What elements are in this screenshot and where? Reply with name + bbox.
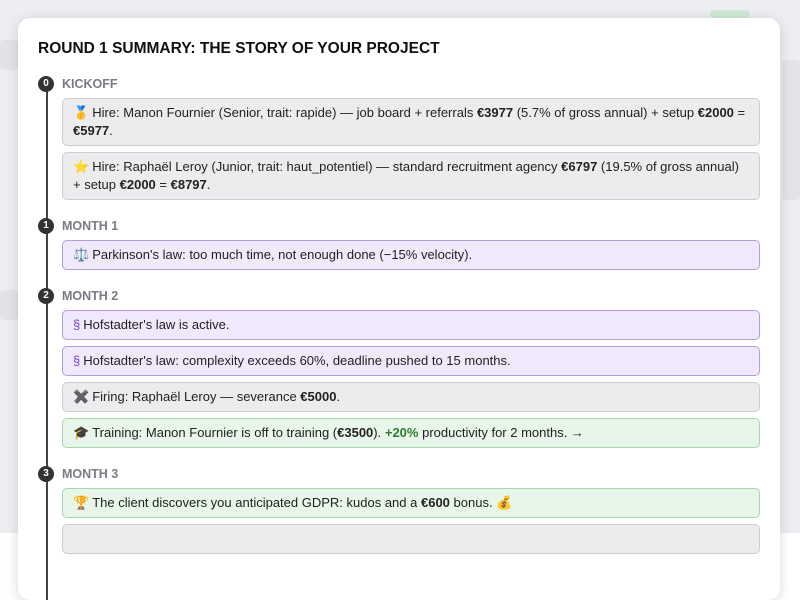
event-text: €5000 xyxy=(300,389,336,404)
event-card: §Hofstadter's law: complexity exceeds 60… xyxy=(62,346,760,376)
step-number: 0 xyxy=(38,76,54,92)
event-text: Hofstadter's law is active. xyxy=(83,317,229,332)
event-icon: § xyxy=(73,317,80,332)
event-text: (5.7% of gross annual) + setup xyxy=(513,105,698,120)
event-text: = xyxy=(734,105,745,120)
section-label: MONTH 2 xyxy=(62,289,118,303)
event-icon: § xyxy=(73,353,80,368)
event-icon: 🎓 xyxy=(73,425,89,440)
event-text: Hire: Raphaël Leroy (Junior, trait: haut… xyxy=(92,159,561,174)
timeline-line xyxy=(46,84,48,600)
ghost-panel xyxy=(782,60,800,200)
event-card: ⭐Hire: Raphaël Leroy (Junior, trait: hau… xyxy=(62,152,760,200)
event-icon: 🏆 xyxy=(73,495,89,510)
ghost-panel xyxy=(0,290,18,320)
event-card: ✖️Firing: Raphaël Leroy — severance €500… xyxy=(62,382,760,412)
step-number: 2 xyxy=(38,288,54,304)
event-card: 🥇Hire: Manon Fournier (Senior, trait: ra… xyxy=(62,98,760,146)
event-text: €5977 xyxy=(73,123,109,138)
event-icon: ✖️ xyxy=(73,389,89,404)
event-text: = xyxy=(156,177,171,192)
event-text: . xyxy=(109,123,113,138)
event-card: ⚖️Parkinson's law: too much time, not en… xyxy=(62,240,760,270)
section-label: MONTH 3 xyxy=(62,467,118,481)
event-card: 🏆The client discovers you anticipated GD… xyxy=(62,488,760,518)
event-text: . xyxy=(336,389,340,404)
event-text: €6797 xyxy=(561,159,597,174)
event-text: The client discovers you anticipated GDP… xyxy=(92,495,421,510)
event-icon: ⭐ xyxy=(73,159,89,174)
event-text: €3500 xyxy=(337,425,373,440)
step-number: 1 xyxy=(38,218,54,234)
event-icon: 🥇 xyxy=(73,105,89,120)
page: ROUND 1 SUMMARY: THE STORY OF YOUR PROJE… xyxy=(0,0,800,533)
summary-dialog: ROUND 1 SUMMARY: THE STORY OF YOUR PROJE… xyxy=(18,18,780,600)
event-card: §Hofstadter's law is active. xyxy=(62,310,760,340)
event-text: €2000 xyxy=(120,177,156,192)
event-text: €2000 xyxy=(698,105,734,120)
event-text: +20% xyxy=(385,425,419,440)
event-text: productivity for 2 months. → xyxy=(418,425,583,440)
event-text: Training: Manon Fournier is off to train… xyxy=(92,425,337,440)
event-text: Hofstadter's law: complexity exceeds 60%… xyxy=(83,353,510,368)
event-card-cut-off xyxy=(62,524,760,554)
event-text: €3977 xyxy=(477,105,513,120)
event-text: bonus. 💰 xyxy=(450,495,512,510)
event-text: Hire: Manon Fournier (Senior, trait: rap… xyxy=(92,105,477,120)
event-text: . xyxy=(207,177,211,192)
dialog-title: ROUND 1 SUMMARY: THE STORY OF YOUR PROJE… xyxy=(38,40,760,58)
ghost-panel xyxy=(0,40,18,70)
event-text: Firing: Raphaël Leroy — severance xyxy=(92,389,300,404)
event-icon: ⚖️ xyxy=(73,247,89,262)
event-card: 🎓Training: Manon Fournier is off to trai… xyxy=(62,418,760,448)
step-number: 3 xyxy=(38,466,54,482)
event-text: €8797 xyxy=(171,177,207,192)
section-label: MONTH 1 xyxy=(62,219,118,233)
event-text: ). xyxy=(373,425,385,440)
event-text: Parkinson's law: too much time, not enou… xyxy=(92,247,472,262)
section-label: KICKOFF xyxy=(62,77,118,91)
ghost-badge xyxy=(710,10,750,18)
event-text: €600 xyxy=(421,495,450,510)
